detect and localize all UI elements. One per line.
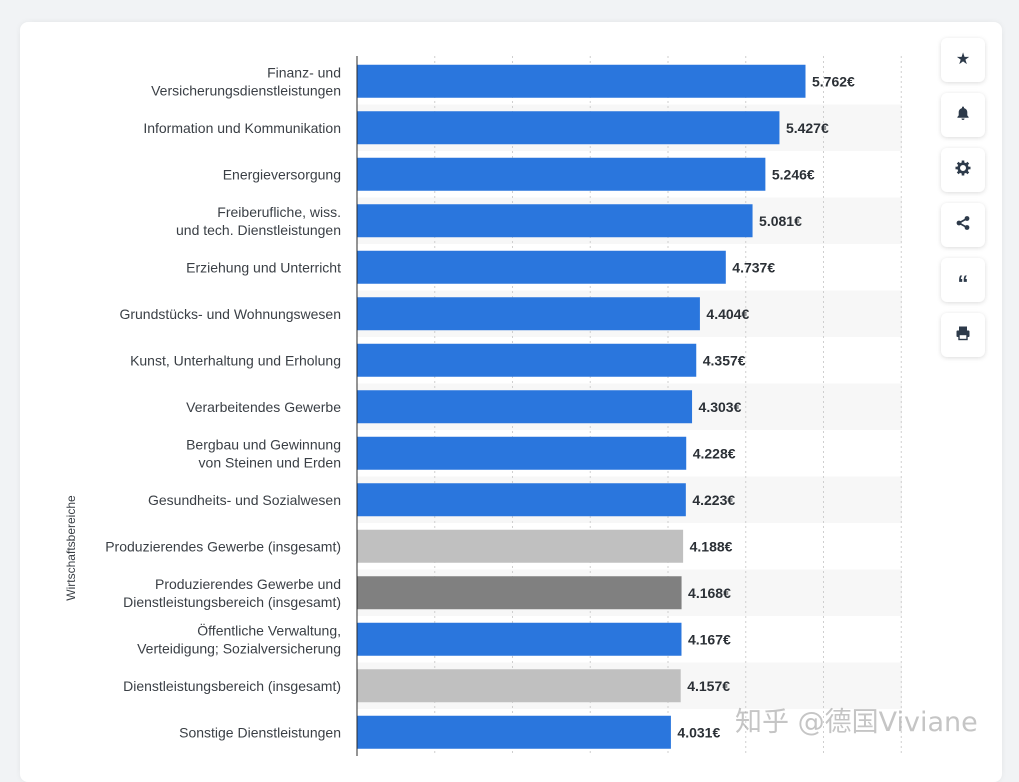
value-labels: 5.762€ 5.427€ 5.246€ 5.081€ 4.737€ 4.404€ 4.35… <box>677 73 855 740</box>
value-label: 5.762€ <box>812 73 855 89</box>
value-label: 4.157€ <box>687 678 730 694</box>
y-axis-title: Wirtschaftsbereiche <box>64 495 78 601</box>
category-label: Gesundheits- und Sozialwesen <box>148 492 341 508</box>
category-label: Finanz- und Versicherungsdienstleistungen <box>151 64 341 98</box>
value-label: 4.404€ <box>706 306 749 322</box>
value-label: 4.188€ <box>690 538 733 554</box>
print-button[interactable] <box>941 313 985 357</box>
share-button[interactable] <box>941 203 985 247</box>
bar[interactable] <box>357 250 726 284</box>
bar[interactable] <box>357 483 686 517</box>
favorite-button[interactable]: ★ <box>941 38 985 82</box>
bar[interactable] <box>357 622 682 656</box>
bar[interactable] <box>357 297 700 331</box>
bar[interactable] <box>357 64 806 98</box>
value-label: 5.246€ <box>772 166 815 182</box>
bars <box>357 64 806 749</box>
category-labels: Finanz- und Versicherungsdienstleistungen… <box>105 64 341 740</box>
gear-icon <box>955 160 971 180</box>
category-label: Öffentliche Verwaltung, Verteidigung; Soz… <box>137 621 341 656</box>
cite-button[interactable]: “ <box>941 258 985 302</box>
bar-chart: 5.762€ 5.427€ 5.246€ 5.081€ 4.737€ 4.404€ 4.35… <box>64 56 902 756</box>
category-label: Produzierendes Gewerbe (insgesamt) <box>105 538 341 554</box>
bar[interactable] <box>357 390 693 424</box>
category-label: Bergbau und Gewinnung von Steinen und Erd… <box>186 436 341 470</box>
value-label: 4.168€ <box>688 585 731 601</box>
share-icon <box>955 215 971 235</box>
chart-toolbar: ★ “ <box>941 38 985 368</box>
bar[interactable] <box>357 436 687 470</box>
category-label: Sonstige Dienstleistungen <box>179 724 341 740</box>
notification-button[interactable] <box>941 93 985 137</box>
watermark: 知乎 @德国Viviane <box>735 707 978 738</box>
category-label: Kunst, Unterhaltung und Erholung <box>130 352 341 368</box>
value-label: 5.427€ <box>786 120 829 136</box>
value-label: 4.737€ <box>732 259 775 275</box>
bar[interactable] <box>357 715 671 749</box>
category-label: Produzierendes Gewerbe und Dienstleistung… <box>123 576 341 610</box>
value-label: 4.228€ <box>693 445 736 461</box>
bar[interactable] <box>357 576 682 610</box>
category-label: Verarbeitendes Gewerbe <box>186 399 341 415</box>
quote-icon: “ <box>957 271 969 296</box>
category-label: Dienstleistungsbereich (insgesamt) <box>123 678 341 694</box>
value-label: 4.031€ <box>677 724 720 740</box>
category-label: Grundstücks- und Wohnungswesen <box>119 306 341 322</box>
value-label: 4.357€ <box>703 352 746 368</box>
bar[interactable] <box>357 529 684 563</box>
star-icon: ★ <box>955 51 971 68</box>
bar[interactable] <box>357 669 681 703</box>
value-label: 4.303€ <box>699 399 742 415</box>
value-label: 5.081€ <box>759 213 802 229</box>
bar[interactable] <box>357 111 780 145</box>
value-label: 4.167€ <box>688 631 731 647</box>
bar[interactable] <box>357 157 766 191</box>
settings-button[interactable] <box>941 148 985 192</box>
category-label: Energieversorgung <box>223 166 341 182</box>
category-label: Erziehung und Unterricht <box>186 259 341 275</box>
bar[interactable] <box>357 343 697 377</box>
category-label: Information und Kommunikation <box>143 120 341 136</box>
bar[interactable] <box>357 204 753 238</box>
value-label: 4.223€ <box>692 492 735 508</box>
print-icon <box>955 325 971 345</box>
category-label: Freiberufliche, wiss. und tech. Dienstlei… <box>176 204 341 238</box>
bell-icon <box>955 105 971 125</box>
